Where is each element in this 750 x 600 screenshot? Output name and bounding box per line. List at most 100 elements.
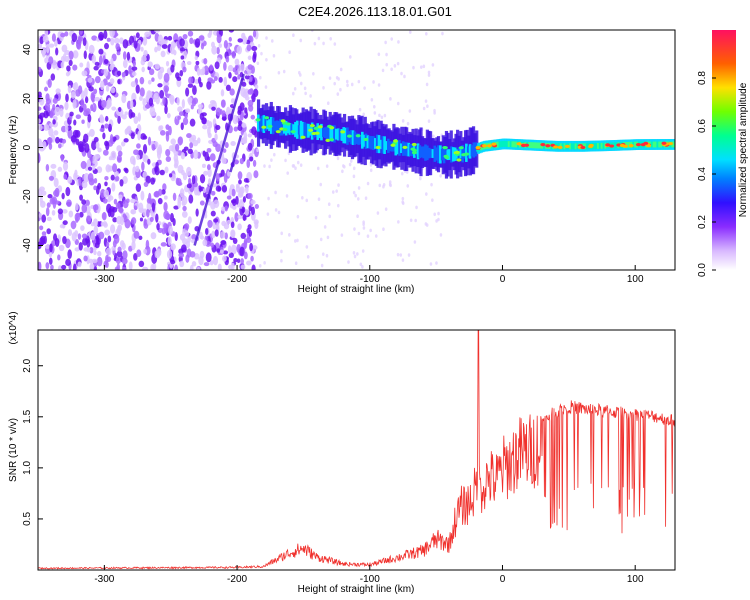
spectrogram-noise-point — [117, 79, 121, 85]
spectrogram-core-cell — [299, 120, 303, 140]
spectrogram-hot-spot — [622, 144, 628, 148]
spectrogram-core-cell — [320, 123, 323, 141]
spectrogram-core-cell — [396, 140, 399, 155]
spectrogram-noise-point — [212, 255, 219, 266]
spectrogram-noise-point — [162, 183, 167, 191]
spectrogram-noise-point — [198, 231, 203, 240]
spectrogram-noise-point — [176, 76, 182, 82]
spectrogram-core-cell — [353, 131, 357, 145]
spectrogram-core-cell — [561, 143, 565, 150]
spectrogram-noise-point — [150, 264, 155, 270]
spectrogram-noise-point — [130, 198, 136, 204]
spectrogram-noise-point — [168, 173, 173, 178]
spectrogram-noise-point — [396, 61, 400, 66]
spectrogram-noise-point — [199, 174, 206, 184]
spectrogram-noise-point — [237, 223, 242, 231]
spectrogram-noise-point — [204, 151, 209, 162]
spectrogram-noise-point — [96, 256, 103, 267]
spectrogram-noise-point — [43, 124, 50, 131]
spectrogram-noise-point — [39, 112, 46, 118]
spectrogram-noise-point — [74, 169, 78, 178]
spectrogram-noise-point — [401, 200, 404, 204]
spectrogram-noise-point — [114, 266, 119, 270]
spectrogram-noise-point — [91, 140, 97, 151]
spectrogram-noise-point — [362, 112, 365, 117]
spectrogram-core-cell — [602, 142, 606, 149]
spectrogram-noise-point — [232, 114, 239, 125]
spectrogram-noise-point — [67, 249, 72, 260]
spectrogram-noise-point — [93, 185, 97, 191]
spectrogram-core-cell — [515, 141, 518, 148]
spectrogram-noise-point — [65, 258, 71, 267]
spectrogram-core-cell — [262, 115, 266, 134]
spectrogram-noise-point — [82, 237, 88, 246]
spectrogram-ytick-label: 0 — [22, 144, 33, 150]
spectrogram-noise-point — [336, 92, 340, 96]
spectrogram-noise-point — [51, 59, 57, 70]
spectrogram-noise-point — [299, 73, 302, 77]
spectrogram-hot-spot — [635, 143, 641, 147]
spectrogram-noise-point — [240, 258, 244, 265]
spectrogram-noise-point — [98, 48, 104, 55]
spectrogram-noise-point — [388, 182, 392, 187]
spectrogram-noise-point — [170, 243, 176, 251]
spectrogram-noise-point — [294, 239, 297, 243]
spectrogram-noise-point — [83, 172, 90, 183]
spectrogram-noise-point — [249, 242, 254, 252]
spectrogram-noise-point — [94, 75, 101, 84]
spectrogram-noise-point — [128, 261, 133, 270]
spectrogram-noise-point — [137, 112, 141, 122]
spectrogram-noise-point — [430, 182, 433, 187]
spectrogram-noise-point — [61, 138, 67, 144]
spectrogram-noise-point — [156, 115, 161, 122]
spectrogram-noise-point — [328, 214, 332, 219]
spectrogram-noise-point — [250, 255, 254, 262]
spectrogram-noise-point — [231, 50, 236, 59]
spectrogram-noise-point — [401, 119, 405, 123]
spectrogram-core-cell — [379, 139, 383, 150]
spectrogram-noise-point — [121, 242, 126, 251]
spectrogram-noise-point — [104, 229, 111, 236]
spectrogram-noise-point — [129, 99, 134, 109]
spectrogram-core-cell — [424, 144, 427, 161]
spectrogram-noise-point — [159, 130, 166, 136]
spectrogram-noise-point — [203, 262, 210, 267]
spectrogram-noise-point — [185, 87, 190, 97]
spectrogram-noise-point — [435, 219, 438, 223]
spectrogram-noise-point — [83, 255, 88, 262]
spectrogram-core-cell — [364, 133, 368, 149]
spectrogram-noise-point — [251, 45, 258, 52]
spectrogram-noise-point — [234, 212, 239, 222]
spectrogram-noise-point — [383, 113, 387, 118]
spectrogram-noise-point — [223, 76, 228, 87]
spectrogram-noise-point — [80, 160, 87, 170]
spectrogram-noise-point — [48, 56, 54, 65]
spectrogram-noise-point — [137, 130, 141, 141]
spectrogram-noise-point — [182, 205, 187, 212]
spectrogram-noise-point — [247, 192, 253, 200]
spectrogram-noise-point — [110, 37, 115, 46]
spectrogram-noise-point — [247, 55, 252, 61]
spectrogram-noise-point — [293, 87, 297, 91]
spectrogram-core-cell — [266, 120, 269, 130]
spectrogram-noise-point — [146, 208, 150, 218]
spectrogram-core-cell — [351, 130, 355, 145]
spectrogram-noise-point — [224, 232, 228, 240]
spectrogram-xtick-label: 0 — [500, 274, 506, 285]
spectrogram-hot-spot — [456, 158, 462, 162]
spectrogram-noise-point — [370, 97, 374, 102]
spectrogram-noise-point — [356, 197, 360, 201]
spectrogram-noise-point — [45, 163, 50, 172]
spectrogram-core-cell — [539, 142, 542, 149]
spectrogram-noise-point — [414, 218, 417, 223]
spectrogram-core-cell — [316, 123, 320, 140]
chart-title: C2E4.2026.113.18.01.G01 — [298, 4, 452, 19]
spectrogram-noise-point — [260, 51, 263, 56]
spectrogram-noise-point — [352, 251, 356, 255]
spectrogram-core-cell — [388, 141, 392, 152]
spectrogram-noise-point — [329, 36, 333, 41]
spectrogram-noise-point — [168, 145, 175, 152]
spectrogram-hot-spot — [588, 143, 594, 148]
spectrogram-noise-point — [247, 133, 253, 138]
